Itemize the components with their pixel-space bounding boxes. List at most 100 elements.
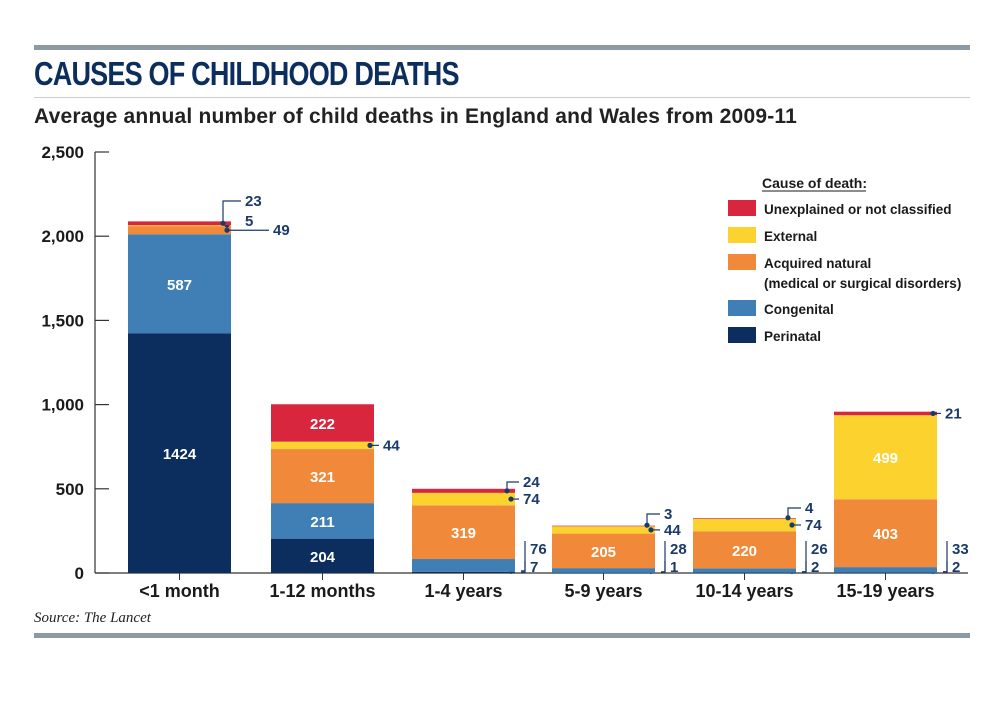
data-label-perinatal: 7 [530, 559, 538, 576]
callout-line [787, 507, 801, 518]
legend-swatch-perinatal [728, 327, 756, 343]
bottom-rule [34, 633, 970, 638]
bar-segment-acquired [271, 449, 374, 504]
y-tick-label: 2,000 [41, 227, 84, 246]
callout-bracket [943, 541, 948, 573]
data-label-acquired: 321 [310, 469, 335, 486]
data-label-congenital: 211 [310, 514, 334, 531]
data-label-perinatal: 2 [811, 559, 819, 576]
x-category-label: 1-12 months [269, 581, 375, 601]
bar-segment-external [552, 526, 655, 534]
data-label-acquired: 49 [273, 222, 290, 239]
data-label-unexplained: 4 [805, 500, 814, 517]
data-label-perinatal: 204 [310, 549, 336, 566]
bar-segment-acquired [128, 226, 231, 235]
chart-title: CAUSES OF CHILDHOOD DEATHS [34, 55, 460, 92]
callout-bracket [802, 541, 807, 573]
data-label-congenital: 28 [670, 541, 687, 558]
bar-segment-external [271, 441, 374, 450]
bar-segment-unexplained [412, 488, 515, 493]
bar-segment-congenital [128, 234, 231, 334]
bar-segment-congenital [412, 559, 515, 572]
callout-bracket [521, 541, 526, 572]
data-label-congenital: 76 [530, 541, 547, 558]
bar-segment-perinatal [128, 333, 231, 573]
top-rule [34, 45, 970, 50]
data-label-unexplained: 3 [664, 506, 672, 523]
y-tick-label: 0 [75, 564, 84, 583]
data-label-perinatal: 1 [670, 559, 678, 576]
x-category-label: 15-19 years [836, 581, 934, 601]
bar-segment-external [128, 225, 231, 227]
legend-label-perinatal: Perinatal [764, 329, 821, 344]
legend-label-external: External [764, 229, 817, 244]
bar-segment-congenital [834, 567, 937, 573]
chart-subtitle: Average annual number of child deaths in… [34, 105, 797, 128]
data-label-unexplained: 222 [310, 416, 335, 433]
bar-segment-perinatal [271, 538, 374, 573]
data-label-perinatal: 2 [952, 559, 960, 576]
legend-label-unexplained: Unexplained or not classified [764, 202, 952, 217]
legend-title: Cause of death: [762, 175, 867, 191]
bar-segment-external [412, 492, 515, 506]
callout-bracket [661, 541, 666, 573]
data-label-external: 74 [523, 491, 540, 508]
data-label-external: 499 [873, 450, 898, 467]
data-label-acquired: 319 [451, 525, 476, 542]
data-label-congenital: 26 [811, 541, 828, 558]
bar-segment-acquired [412, 505, 515, 560]
bar-segment-perinatal [834, 572, 937, 574]
bar-segment-perinatal [412, 571, 515, 573]
bar-segment-acquired [552, 533, 655, 569]
y-tick-label: 2,500 [41, 143, 84, 162]
bar-segment-acquired [693, 531, 796, 569]
legend-swatch-external [728, 227, 756, 243]
data-label-external: 5 [245, 213, 253, 230]
source-note: Source: The Lancet [34, 610, 151, 626]
bar-segment-perinatal [693, 572, 796, 574]
data-label-external: 44 [383, 437, 400, 454]
data-label-acquired: 205 [591, 544, 616, 561]
legend-swatch-acquired [728, 254, 756, 270]
callout-line [646, 513, 660, 526]
bar-segment-external [834, 415, 937, 500]
bar-segment-unexplained [834, 411, 937, 416]
data-label-perinatal: 1424 [163, 446, 197, 463]
y-tick-label: 1,500 [41, 311, 84, 330]
callout-line [506, 481, 519, 491]
bar-segment-perinatal [552, 572, 655, 574]
data-label-unexplained: 23 [245, 193, 262, 210]
callout-line [222, 200, 241, 224]
data-label-unexplained: 24 [523, 474, 540, 491]
x-category-label: 5-9 years [564, 581, 642, 601]
data-label-congenital: 587 [167, 277, 192, 294]
data-label-unexplained: 21 [945, 405, 962, 422]
data-label-external: 74 [805, 517, 822, 534]
y-tick-label: 500 [56, 480, 84, 499]
bar-segment-unexplained [693, 518, 796, 519]
bar-segment-congenital [271, 503, 374, 539]
x-category-label: 10-14 years [695, 581, 793, 601]
callout-dot [785, 515, 791, 521]
y-tick-label: 1,000 [41, 396, 84, 415]
legend-label-congenital: Congenital [764, 302, 834, 317]
x-category-label: <1 month [139, 581, 220, 601]
bar-segment-congenital [693, 568, 796, 573]
data-label-congenital: 33 [952, 541, 969, 558]
title-divider [34, 97, 970, 98]
data-label-acquired: 403 [873, 526, 898, 543]
legend-label-acquired: Acquired natural [764, 256, 871, 271]
bar-segment-external [693, 518, 796, 532]
legend-swatch-unexplained [728, 200, 756, 216]
bar-segment-unexplained [128, 221, 231, 226]
bar-segment-unexplained [552, 525, 655, 527]
bar-segment-congenital [552, 568, 655, 573]
legend-label-acquired-detail: (medical or surgical disorders) [764, 276, 961, 291]
data-label-acquired: 220 [732, 543, 757, 560]
legend-swatch-congenital [728, 300, 756, 316]
data-label-external: 44 [664, 522, 681, 539]
x-category-label: 1-4 years [424, 581, 502, 601]
bar-segment-unexplained [271, 404, 374, 442]
bar-segment-acquired [834, 499, 937, 568]
